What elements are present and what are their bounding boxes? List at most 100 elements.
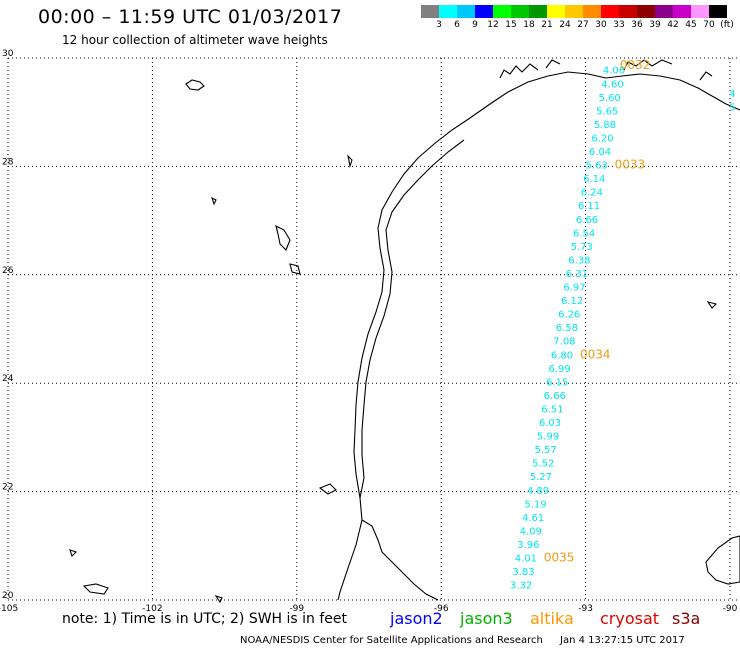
island-8	[706, 301, 718, 309]
pass-labels: 0032 0033 0034 0035	[544, 58, 651, 565]
coastline	[69, 59, 740, 604]
island-11	[214, 594, 223, 604]
lon-tick-label: -99	[289, 604, 304, 614]
color-swatch	[583, 5, 601, 18]
wave-height-value: 6.03	[539, 418, 561, 429]
wave-height-value: 6.66	[576, 215, 598, 226]
pass-number-label: 0035	[544, 551, 575, 565]
lon-tick-label: -102	[142, 604, 162, 614]
color-legend-label: (ft)	[720, 20, 734, 30]
pass-number-label: 0032	[620, 58, 651, 72]
wave-height-value: 5.65	[596, 106, 618, 117]
lon-tick-label: -93	[578, 604, 593, 614]
wave-height-value: 6.12	[561, 296, 583, 307]
wave-height-value: 6.31	[566, 269, 588, 280]
wave-height-value: 6.26	[558, 310, 580, 321]
color-swatch	[439, 5, 457, 18]
wave-height-value: 4	[729, 89, 735, 100]
color-swatch	[493, 5, 511, 18]
color-legend-label: 39	[649, 20, 661, 30]
wave-height-value: 5.19	[524, 499, 546, 510]
color-swatch	[565, 5, 583, 18]
wave-height-value: 5.63	[586, 161, 608, 172]
wave-height-value: 3.96	[517, 540, 539, 551]
wave-height-value: 6.04	[589, 147, 611, 158]
footer-agency: NOAA/NESDIS Center for Satellite Applica…	[240, 635, 543, 646]
island-6	[82, 583, 109, 595]
bay-inlets	[499, 59, 713, 81]
wave-height-value: 6.14	[583, 174, 605, 185]
wave-height-value: 6.99	[548, 364, 570, 375]
color-legend-label: 42	[667, 20, 679, 30]
wave-height-value: 5.27	[530, 472, 552, 483]
color-legend-label: 45	[685, 20, 697, 30]
footer: NOAA/NESDIS Center for Satellite Applica…	[240, 635, 685, 646]
wave-height-value: 3.32	[510, 581, 532, 592]
mainland-coastline	[337, 71, 740, 601]
island-1	[185, 79, 205, 91]
satellite-name-cryosat: cryosat	[600, 609, 660, 628]
color-swatch	[421, 5, 439, 18]
lat-tick-label: 20	[2, 591, 14, 601]
color-swatch	[691, 5, 709, 18]
lat-tick-label: 28	[2, 157, 14, 167]
color-swatch	[709, 5, 727, 18]
wave-height-value: 6.11	[578, 201, 600, 212]
wave-height-value: 6.66	[544, 391, 566, 402]
island-3	[275, 224, 291, 251]
wave-height-value: 5.57	[535, 445, 557, 456]
color-legend-label: 27	[577, 20, 589, 30]
color-legend-label: 3	[436, 20, 442, 30]
color-legend-label: 6	[454, 20, 460, 30]
color-legend-labels: 3 6 9 12 15 18 21 24 27 30 33 36 39 42 45 70 (ft)	[421, 20, 740, 32]
island-9	[705, 535, 740, 585]
wave-height-value: 5.73	[571, 242, 593, 253]
wave-height-value: 6.58	[556, 323, 578, 334]
wave-height-value: 4.01	[515, 554, 537, 565]
wave-height-labels: 4.06 4.60 5.60 5.65 5.88 6.20 6.04 5.63 6.14 6.24…	[510, 66, 736, 592]
lon-tick-label: -105	[0, 604, 18, 614]
wave-height-value: 4.60	[601, 79, 623, 90]
pass-number-label: 0034	[580, 347, 611, 361]
map-title: 00:00 – 11:59 UTC 01/03/2017	[38, 6, 343, 28]
color-legend-label: 70	[703, 20, 715, 30]
satellite-name-jason2: jason2	[390, 609, 443, 628]
wave-height-value: 6.20	[591, 133, 613, 144]
wave-height-value: 6.24	[581, 188, 603, 199]
lat-tick-label: 30	[2, 49, 14, 59]
lat-tick-label: 24	[2, 374, 14, 384]
island-5	[347, 154, 353, 169]
wave-height-value: 6.15	[546, 377, 568, 388]
island-7	[69, 549, 78, 558]
wave-height-value: 6.54	[573, 228, 595, 239]
wave-height-value: 6.97	[563, 283, 585, 294]
color-legend-label: 9	[472, 20, 478, 30]
wave-height-value: 4.06	[603, 66, 625, 77]
color-legend-label: 24	[559, 20, 571, 30]
lon-tick-label: -96	[434, 604, 449, 614]
color-legend-label: 30	[595, 20, 607, 30]
wave-height-value: 3.83	[512, 567, 534, 578]
island-2	[211, 196, 217, 206]
footer-timestamp: Jan 4 13:27:15 UTC 2017	[560, 635, 685, 646]
color-swatch	[619, 5, 637, 18]
color-legend-label: 36	[631, 20, 643, 30]
wave-height-value: 4.89	[527, 486, 549, 497]
wave-height-value: 4.61	[522, 513, 544, 524]
color-swatch	[457, 5, 475, 18]
wave-height-value: 7.08	[553, 337, 575, 348]
color-legend-label: 33	[613, 20, 625, 30]
lat-lon-grid: -105 -102 -99 -96 -93 -90 30 28 26 24 22 20	[0, 49, 740, 614]
satellite-name-altika: altika	[530, 609, 574, 628]
island-4	[289, 263, 301, 275]
color-swatch	[655, 5, 673, 18]
color-swatch	[601, 5, 619, 18]
color-legend-label: 15	[505, 20, 517, 30]
wave-height-value: 5	[729, 103, 735, 114]
yucatan-coast	[361, 519, 439, 601]
color-legend	[421, 5, 727, 18]
satellite-name-jason3: jason3	[460, 609, 513, 628]
wave-height-value: 5.88	[594, 120, 616, 131]
color-swatch	[547, 5, 565, 18]
